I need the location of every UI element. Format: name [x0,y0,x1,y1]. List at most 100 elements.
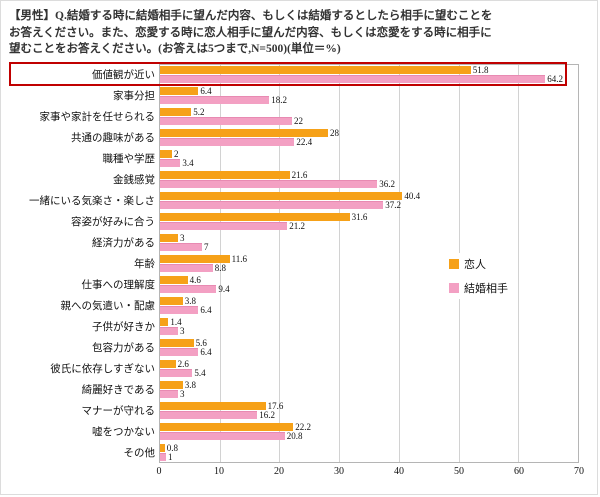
bar-line: 5.4 [160,367,580,378]
chart-row: 子供が好きか 1.4 3 [9,316,587,337]
bar-結婚相手 [160,390,178,399]
bar-line: 36.2 [160,179,580,189]
chart-title-line2: お答えください。また、恋愛する時に恋人相手に望んだ内容、もしくは恋愛をする時に相… [9,26,492,39]
bar-結婚相手 [160,180,378,189]
value-label: 37.2 [385,199,401,210]
bar-結婚相手 [160,369,193,378]
value-label: 3 [180,388,185,399]
chart-row: 嘘をつかない 22.2 20.8 [9,421,587,442]
bar-恋人 [160,318,169,327]
bar-group: 0.8 1 [159,443,580,462]
highlight-box [9,62,567,87]
value-label: 28 [330,127,339,138]
bar-恋人 [160,255,230,264]
bar-line: 4.6 [160,275,580,285]
bar-恋人 [160,66,471,75]
bar-line: 5.2 [160,106,580,117]
bar-結婚相手 [160,264,213,273]
bar-group: 21.6 36.2 [159,170,580,189]
value-label: 22.4 [296,136,313,147]
chart-title-line1: 【男性】Q.結婚する時に結婚相手に望んだ内容、もしくは結婚するとしたら相手に望む… [9,10,493,22]
chart-row: 金銭感覚 21.6 36.2 [9,169,587,190]
value-label: 5.4 [194,367,206,378]
value-label: 16.2 [259,409,275,420]
bar-group: 17.6 16.2 [159,401,580,420]
legend-swatch-icon [449,283,459,294]
category-label: マナーが守れる [81,406,156,418]
value-label: 6.4 [200,304,212,315]
chart-row: 家事分担 6.4 18.2 [9,85,587,106]
chart-row: 職種や学歴 2 3.4 [9,148,587,169]
bar-line: 7 [160,242,580,252]
bar-line: 17.6 [160,401,580,411]
category-label: 包容力がある [92,343,155,355]
bar-line: 0.8 [160,443,580,453]
value-label: 22.2 [295,421,311,432]
bar-line: 9.4 [160,284,580,294]
bar-line: 6.4 [160,86,580,96]
bar-結婚相手 [160,327,178,336]
bar-結婚相手 [160,138,295,147]
bar-chart: 価値観が近い 51.8 64.2 家事分担 6.4 18.2 家事や家計を任せられる 5.2 2… [9,62,587,479]
chart-row: 価値観が近い 51.8 64.2 [9,64,587,85]
bar-line: 51.8 [160,64,580,75]
bar-line: 3 [160,233,580,243]
bar-group: 5.6 6.4 [159,338,579,357]
value-label: 11.6 [231,253,248,264]
chart-row: マナーが守れる 17.6 16.2 [9,400,587,421]
legend-item: 結婚相手 [449,280,508,296]
value-label: 18.2 [271,94,287,105]
bar-line: 3.8 [160,379,580,390]
chart-row: 綺麗好きである 3.8 3 [9,379,587,400]
bar-group: 28 22.4 [159,127,580,147]
bar-恋人 [160,339,194,348]
value-label: 22 [294,115,303,126]
value-label: 21.2 [289,220,305,231]
gridline [518,65,520,463]
bar-line: 3 [160,388,580,399]
chart-rows: 価値観が近い 51.8 64.2 家事分担 6.4 18.2 家事や家計を任せられる 5.2 2… [9,64,587,463]
bar-line: 37.2 [160,199,580,210]
value-label: 31.6 [351,211,368,222]
bar-group: 6.4 18.2 [159,86,580,105]
bar-結婚相手 [160,159,181,168]
bar-line: 3.4 [160,158,580,168]
bar-group: 4.6 9.4 [159,275,580,294]
x-tick-label: 10 [214,466,224,478]
bar-group: 2 3.4 [159,148,580,168]
bar-group: 5.2 22 [159,106,580,126]
x-tick-label: 50 [454,466,464,478]
category-label: 仕事への理解度 [81,280,156,292]
category-label: 価値観が近い [92,70,155,82]
x-tick-label: 60 [514,466,524,478]
chart-row: 経済力がある 3 7 [9,232,587,253]
bar-結婚相手 [160,243,202,252]
value-label: 2 [173,148,179,159]
category-label: 家事や家計を任せられる [39,112,156,124]
chart-row: 共通の趣味がある 28 22.4 [9,127,587,148]
bar-line: 22.2 [160,421,580,432]
category-label: 容姿が好みに合う [71,217,155,229]
legend-swatch-icon [449,259,459,270]
bar-line: 18.2 [160,94,580,105]
value-label: 51.8 [472,64,489,75]
bar-line: 28 [160,127,580,138]
bar-恋人 [160,234,178,243]
category-label: 職種や学歴 [102,154,156,166]
bar-結婚相手 [160,348,199,357]
chart-row: 一緒にいる気楽さ・楽しさ 40.4 37.2 [9,190,587,211]
value-label: 2.6 [177,358,189,369]
category-label: 嘘をつかない [92,427,155,439]
value-label: 5.2 [193,106,205,117]
gridline [339,65,341,463]
value-label: 1 [167,451,173,462]
category-label: 子供が好きか [92,322,155,334]
chart-row: 家事や家計を任せられる 5.2 22 [9,106,587,127]
bar-group: 3.8 3 [159,379,580,399]
bar-恋人 [160,381,183,390]
bar-line: 3.8 [160,296,580,306]
value-label: 3.8 [184,379,197,390]
value-label: 8.8 [214,262,227,273]
bar-結婚相手 [160,96,270,105]
bar-恋人 [160,444,165,453]
